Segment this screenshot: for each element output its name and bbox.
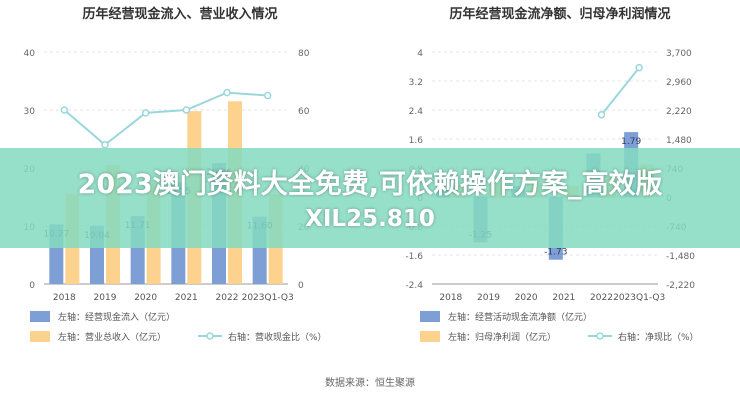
- chart1-legend-label: 右轴：营收现金比（%）: [228, 331, 327, 343]
- chart1-x-tick: 2018: [53, 293, 76, 303]
- chart1-x-tick: 2019: [94, 293, 117, 303]
- chart2-right-tick: -2,220: [666, 281, 695, 291]
- chart1-line-point: [223, 88, 231, 97]
- chart2-x-tick: 2022: [590, 293, 613, 303]
- chart2-legend-swatch: [420, 311, 440, 322]
- chart1-line-point: [263, 91, 272, 100]
- chart2-legend-swatch: [420, 331, 440, 342]
- chart2-left-tick: 2.4: [409, 107, 424, 117]
- chart2-data-label: 1.79: [621, 137, 641, 147]
- chart1-line-series: [63, 91, 268, 147]
- chart2-x-tick: 2021: [552, 293, 575, 303]
- chart2-legend-label: 左轴：经营活动现金流净额（亿元）: [448, 311, 592, 323]
- chart2-left-tick: -1.6: [405, 252, 423, 262]
- chart1-left-tick: 40: [24, 49, 36, 59]
- chart2-right-tick: 3,700: [666, 49, 692, 59]
- chart2-legend-marker: [596, 332, 604, 340]
- chart2-line-series: [600, 67, 640, 116]
- chart2-left-tick: 3.2: [409, 78, 423, 88]
- chart2-title: 历年经营现金流净额、归母净利润情况: [449, 6, 670, 22]
- chart2-right-tick: 1,480: [666, 136, 692, 146]
- chart1-x-tick: 2020: [134, 293, 157, 303]
- chart2-right-tick: 2,960: [666, 78, 692, 88]
- chart1-left-tick: 0: [29, 281, 35, 291]
- banner-code: XIL25.810: [305, 206, 435, 232]
- chart2-x-tick: 2019: [477, 293, 500, 303]
- chart1-right-tick: 0: [298, 281, 304, 291]
- chart2-left-tick: 4: [417, 49, 423, 59]
- chart2-legend-label: 左轴：归母净利润（亿元）: [448, 331, 556, 343]
- chart1-x-tick: 2021: [175, 293, 198, 303]
- chart1-title: 历年经营现金流入、营业收入情况: [82, 6, 277, 22]
- chart2-line-point: [635, 63, 643, 72]
- chart2-line-point: [597, 110, 606, 119]
- chart2-x-tick: 2020: [515, 293, 538, 303]
- banner-title: 2023澳门资料大全免费,可依赖操作方案_高效版: [77, 169, 663, 200]
- chart2-x-tick: 2018: [439, 293, 462, 303]
- chart1-left-tick: 30: [24, 107, 36, 117]
- chart2-legend-label: 右轴：净现比（%）: [618, 331, 699, 343]
- chart2-left-tick: 1.6: [409, 136, 424, 146]
- chart1-line-point: [101, 141, 109, 149]
- chart1-legend-label: 左轴：经营现金流入（亿元）: [58, 311, 175, 323]
- source-label: 数据来源：恒生聚源: [325, 376, 415, 389]
- chart2-data-label: -1.73: [544, 248, 567, 258]
- chart2-left-tick: -2.4: [405, 281, 423, 291]
- chart1-legend-swatch: [30, 311, 50, 322]
- chart1-legend-marker: [206, 332, 214, 340]
- chart2-x-tick: 2023Q1-Q3: [613, 293, 665, 303]
- chart2-right-tick: -1,480: [666, 252, 695, 262]
- watermark-banner: [0, 148, 740, 248]
- chart1-line-point: [60, 106, 69, 114]
- chart1-legend-label: 左轴：营业总收入（亿元）: [58, 331, 166, 343]
- chart1-right-tick: 60: [298, 107, 310, 117]
- chart1-line-point: [182, 106, 191, 114]
- chart1-legend-swatch: [30, 331, 50, 342]
- chart1-line-point: [141, 109, 150, 117]
- chart1-right-tick: 80: [298, 49, 310, 59]
- chart1-x-tick: 2022: [216, 293, 239, 303]
- chart1-x-tick: 2023Q1-Q3: [242, 293, 294, 303]
- chart2-right-tick: 2,220: [666, 107, 692, 117]
